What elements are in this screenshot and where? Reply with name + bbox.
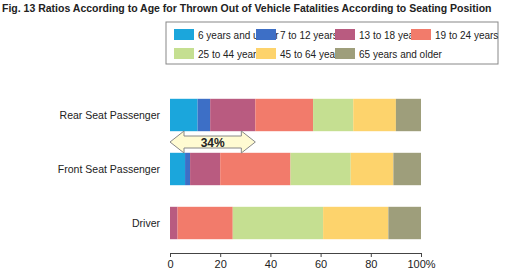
category-label: Rear Seat Passenger — [60, 109, 161, 121]
legend: 6 years and under7 to 12 years13 to 18 y… — [166, 22, 498, 64]
bar-segment — [353, 99, 396, 131]
y-axis: Rear Seat Passenger Front Seat Passenger D… — [58, 109, 161, 229]
tick-mark — [170, 253, 171, 257]
legend-swatch — [256, 29, 276, 40]
tick-label: 20 — [215, 258, 227, 270]
category-label: Front Seat Passenger — [58, 163, 161, 175]
category-label: Driver — [132, 217, 161, 229]
annotation: 34% — [170, 131, 255, 153]
bar-segment — [323, 207, 388, 239]
legend-label: 6 years and under — [198, 30, 279, 41]
tick: 100% — [407, 253, 435, 270]
bar-segment — [388, 207, 421, 239]
tick: 20 — [215, 253, 227, 270]
bar-segment — [178, 207, 233, 239]
tick-mark — [270, 253, 271, 257]
tick-label: 0 — [167, 258, 173, 270]
legend-swatch — [335, 48, 355, 59]
legend-label: 7 to 12 years — [280, 30, 338, 41]
bar-segment — [290, 153, 350, 185]
bar-segment — [396, 99, 421, 131]
bar-segment — [190, 153, 220, 185]
legend-label: 45 to 64 years — [280, 49, 343, 60]
annotation-text: 34% — [201, 136, 225, 150]
tick-mark — [421, 253, 422, 257]
tick: 40 — [265, 253, 277, 270]
legend-swatch — [256, 48, 276, 59]
tick-mark — [220, 253, 221, 257]
bar-segment — [233, 207, 323, 239]
bar-segment — [351, 153, 394, 185]
legend-label: 25 to 44 years — [198, 49, 261, 60]
legend-frame — [166, 22, 498, 64]
bar-segment — [170, 153, 185, 185]
tick-mark — [321, 253, 322, 257]
tick-mark — [371, 253, 372, 257]
bar-segment — [393, 153, 421, 185]
legend-label: 65 years and older — [359, 49, 443, 60]
axis-line — [171, 254, 422, 258]
tick: 80 — [365, 253, 377, 270]
annotation-arrow — [170, 131, 255, 153]
bar-segment — [210, 99, 255, 131]
tick-label: 80 — [365, 258, 377, 270]
chart: Fig. 13 Ratios According to Age for Thro… — [0, 0, 522, 280]
bar-segment — [185, 153, 190, 185]
legend-swatch — [335, 29, 355, 40]
bar-segment — [198, 99, 211, 131]
bars — [170, 99, 421, 239]
legend-swatch — [411, 29, 431, 40]
bar-segment — [255, 99, 313, 131]
bar-segment — [313, 99, 353, 131]
tick-label: 40 — [265, 258, 277, 270]
bar-segment — [220, 153, 290, 185]
tick: 60 — [315, 253, 327, 270]
legend-swatch — [174, 29, 194, 40]
tick: 0 — [167, 253, 173, 270]
legend-swatch — [174, 48, 194, 59]
title: Fig. 13 Ratios According to Age for Thro… — [2, 2, 491, 14]
tick-label: 100% — [407, 258, 435, 270]
x-axis: 0 20 40 60 80 100% — [167, 253, 435, 270]
bar-segment — [170, 207, 178, 239]
bar-segment — [170, 99, 198, 131]
tick-label: 60 — [315, 258, 327, 270]
legend-label: 19 to 24 years — [435, 30, 498, 41]
